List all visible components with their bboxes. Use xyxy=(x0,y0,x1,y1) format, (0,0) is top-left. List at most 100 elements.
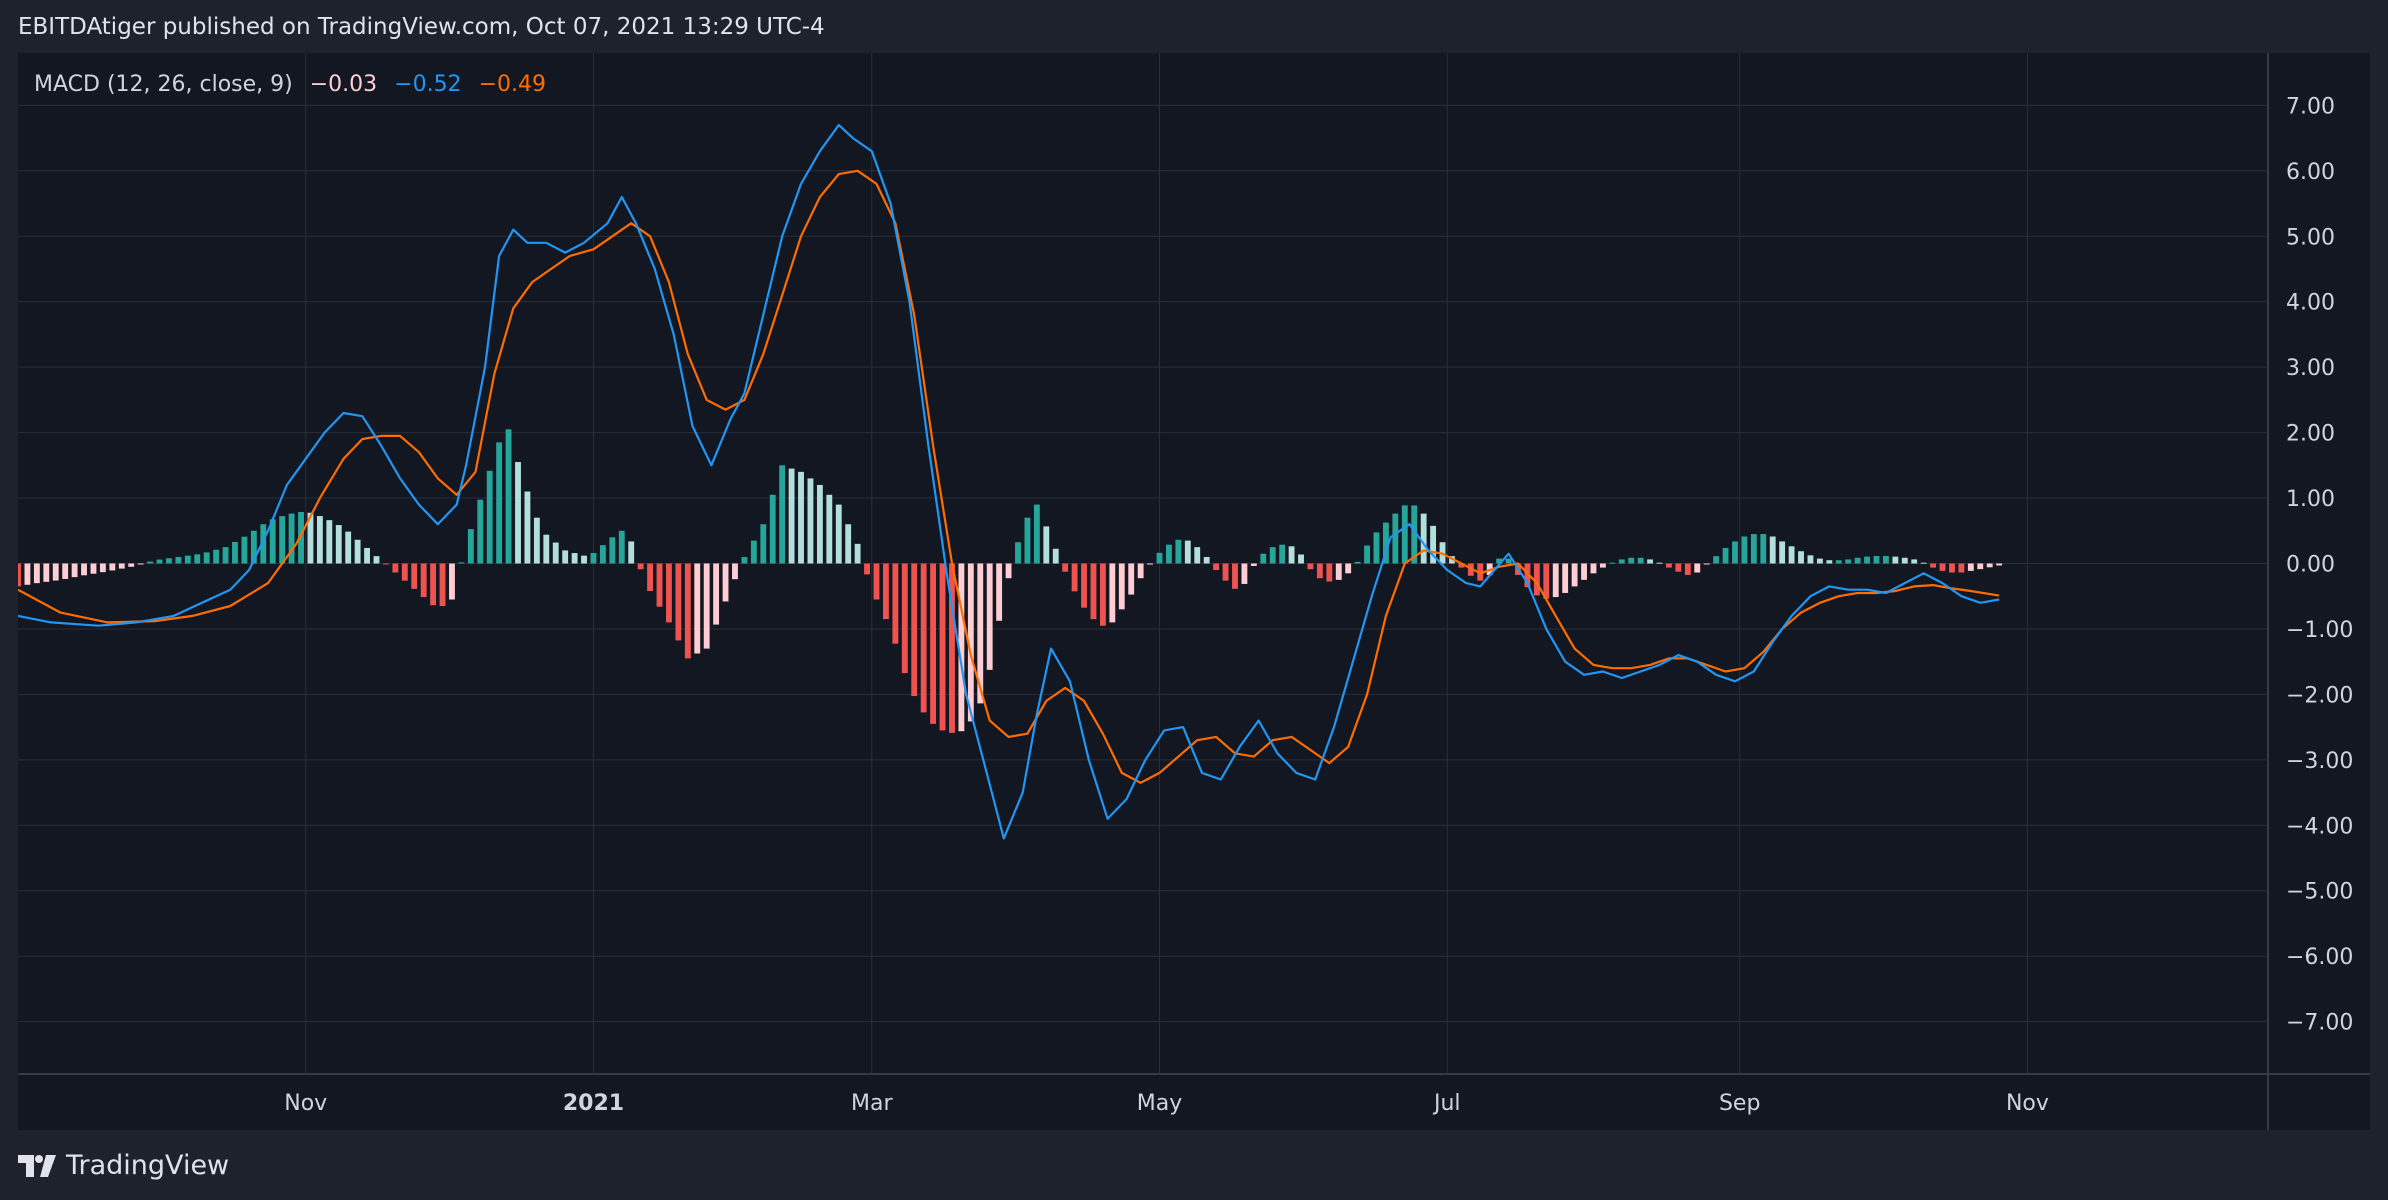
histogram-bar xyxy=(166,558,172,564)
histogram-bar xyxy=(1496,558,1503,564)
histogram-bar xyxy=(364,547,370,564)
histogram-bar xyxy=(401,563,408,581)
histogram-bar xyxy=(703,563,710,649)
histogram-bar xyxy=(1713,556,1720,564)
y-axis[interactable]: 7.00 6.00 5.00 4.00 3.00 2.00 1.00 0.00 −1.00 −2.… xyxy=(2286,94,2353,1035)
histogram-bar xyxy=(90,563,97,574)
histogram-bar xyxy=(1505,558,1512,564)
histogram-bar xyxy=(62,563,69,579)
histogram-bar xyxy=(637,563,644,570)
legend-macd-value: −0.52 xyxy=(394,72,462,97)
histogram-bar xyxy=(1288,546,1295,564)
histogram-bar xyxy=(326,520,333,564)
histogram-series xyxy=(18,429,2003,733)
tradingview-branding[interactable]: TradingView xyxy=(18,1150,229,1181)
histogram-bar xyxy=(1024,517,1031,564)
histogram-bar xyxy=(779,465,786,564)
histogram-bar xyxy=(798,471,804,564)
histogram-bar xyxy=(316,516,323,564)
histogram-bar xyxy=(1628,557,1635,564)
y-tick-label: −7.00 xyxy=(2286,1011,2353,1036)
histogram-bar xyxy=(1071,563,1078,592)
histogram-bar xyxy=(194,554,201,564)
indicator-legend[interactable]: MACD (12, 26, close, 9) −0.03 −0.52 −0.4… xyxy=(34,72,556,97)
y-tick-label: −6.00 xyxy=(2286,945,2353,970)
macd-chart[interactable]: 7.00 6.00 5.00 4.00 3.00 2.00 1.00 0.00 −1.00 −2.… xyxy=(18,53,2370,1130)
histogram-bar xyxy=(1741,536,1748,564)
histogram-bar xyxy=(1533,563,1540,596)
histogram-bar xyxy=(288,513,295,564)
histogram-bar xyxy=(1835,560,1842,564)
histogram-bar xyxy=(996,563,1003,621)
histogram-bar xyxy=(1873,555,1880,564)
histogram-bar xyxy=(1967,563,1974,571)
histogram-bar xyxy=(1194,547,1201,564)
histogram-bar xyxy=(1524,563,1531,588)
histogram-bar xyxy=(911,563,918,697)
histogram-bar xyxy=(1411,505,1418,564)
histogram-bar xyxy=(854,543,861,564)
tradingview-logo-icon xyxy=(18,1154,56,1177)
histogram-bar xyxy=(675,563,682,641)
histogram-bar xyxy=(1326,563,1333,582)
legend-indicator-label: MACD (12, 26, close, 9) xyxy=(34,72,293,97)
histogram-bar xyxy=(1760,534,1767,564)
histogram-bar xyxy=(260,524,267,564)
histogram-bar xyxy=(684,563,691,659)
histogram-bar xyxy=(807,478,814,564)
histogram-bar xyxy=(1552,563,1559,598)
x-tick-label: May xyxy=(1137,1091,1182,1116)
histogram-bar xyxy=(1977,563,1984,570)
histogram-bar xyxy=(1109,563,1116,623)
histogram-bar xyxy=(1090,563,1097,620)
histogram-bar xyxy=(1845,559,1852,564)
histogram-bar xyxy=(373,556,380,564)
publication-header: EBITDAtiger published on TradingView.com… xyxy=(18,14,825,40)
histogram-bar xyxy=(666,563,672,623)
histogram-bar xyxy=(1949,563,1955,573)
histogram-bar xyxy=(562,550,569,564)
histogram-bar xyxy=(137,563,144,565)
x-axis[interactable]: Nov 2021 Mar May Jul Sep Nov xyxy=(284,1091,2049,1116)
histogram-bar xyxy=(1920,562,1927,564)
histogram-bar xyxy=(939,563,946,731)
histogram-bar xyxy=(52,563,59,581)
histogram-bar xyxy=(335,525,342,564)
macd-line xyxy=(18,123,2000,840)
histogram-bar xyxy=(383,563,389,565)
histogram-bar xyxy=(1279,544,1286,564)
histogram-bar xyxy=(873,563,880,600)
legend-histogram-value: −0.03 xyxy=(309,72,378,97)
y-tick-label: 4.00 xyxy=(2286,291,2335,316)
histogram-bar xyxy=(647,563,653,591)
histogram-bar xyxy=(656,563,663,607)
x-tick-label: Jul xyxy=(1432,1091,1461,1116)
y-tick-label: 7.00 xyxy=(2286,94,2335,119)
histogram-bar xyxy=(1052,548,1059,564)
histogram-bar xyxy=(439,563,446,607)
histogram-bar xyxy=(392,563,399,573)
tradingview-brand-text: TradingView xyxy=(66,1150,230,1181)
histogram-bar xyxy=(1118,563,1125,610)
x-tick-label: Nov xyxy=(2006,1091,2049,1116)
histogram-bar xyxy=(354,539,361,564)
histogram-bar xyxy=(1099,563,1106,626)
histogram-bar xyxy=(128,563,135,567)
histogram-bar xyxy=(920,563,927,713)
histogram-bar xyxy=(1250,563,1257,566)
histogram-bar xyxy=(1590,563,1597,574)
histogram-bar xyxy=(1883,555,1889,564)
histogram-bar xyxy=(1383,522,1389,564)
x-tick-label: Mar xyxy=(851,1091,893,1116)
histogram-bar xyxy=(741,556,748,564)
histogram-bar xyxy=(1996,563,2003,566)
histogram-bar xyxy=(1373,532,1380,564)
histogram-bar xyxy=(1656,562,1663,564)
y-tick-label: −5.00 xyxy=(2286,880,2353,905)
histogram-bar xyxy=(1543,563,1550,599)
histogram-bar xyxy=(788,468,795,564)
histogram-bar xyxy=(901,563,908,674)
histogram-bar xyxy=(1864,556,1870,564)
grid xyxy=(18,53,2268,1074)
histogram-bar xyxy=(571,553,578,564)
